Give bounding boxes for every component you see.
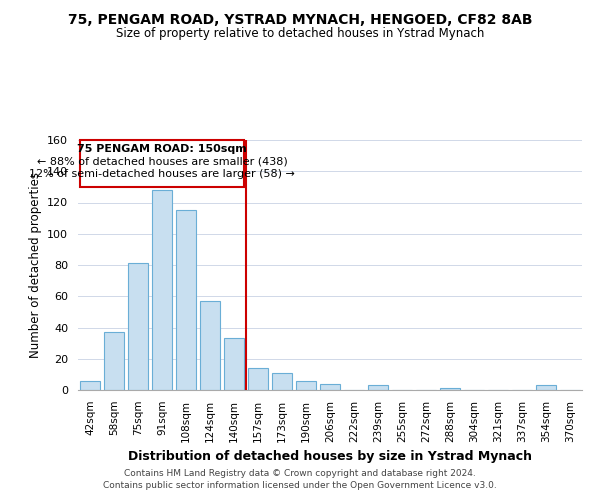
Bar	[248, 368, 268, 390]
Bar	[440, 388, 460, 390]
Bar	[536, 386, 556, 390]
Bar	[152, 190, 172, 390]
Text: Size of property relative to detached houses in Ystrad Mynach: Size of property relative to detached ho…	[116, 28, 484, 40]
Text: 75 PENGAM ROAD: 150sqm: 75 PENGAM ROAD: 150sqm	[77, 144, 247, 154]
Bar	[296, 380, 316, 390]
Bar	[200, 301, 220, 390]
Bar	[128, 264, 148, 390]
Text: 12% of semi-detached houses are larger (58) →: 12% of semi-detached houses are larger (…	[29, 170, 295, 179]
Bar	[224, 338, 244, 390]
X-axis label: Distribution of detached houses by size in Ystrad Mynach: Distribution of detached houses by size …	[128, 450, 532, 463]
Bar	[104, 332, 124, 390]
Y-axis label: Number of detached properties: Number of detached properties	[29, 172, 41, 358]
Text: 75, PENGAM ROAD, YSTRAD MYNACH, HENGOED, CF82 8AB: 75, PENGAM ROAD, YSTRAD MYNACH, HENGOED,…	[68, 12, 532, 26]
Text: Contains HM Land Registry data © Crown copyright and database right 2024.: Contains HM Land Registry data © Crown c…	[124, 468, 476, 477]
FancyBboxPatch shape	[80, 140, 244, 187]
Bar	[272, 373, 292, 390]
Bar	[368, 386, 388, 390]
Bar	[80, 380, 100, 390]
Text: ← 88% of detached houses are smaller (438): ← 88% of detached houses are smaller (43…	[37, 157, 287, 167]
Bar	[320, 384, 340, 390]
Text: Contains public sector information licensed under the Open Government Licence v3: Contains public sector information licen…	[103, 481, 497, 490]
Bar	[176, 210, 196, 390]
